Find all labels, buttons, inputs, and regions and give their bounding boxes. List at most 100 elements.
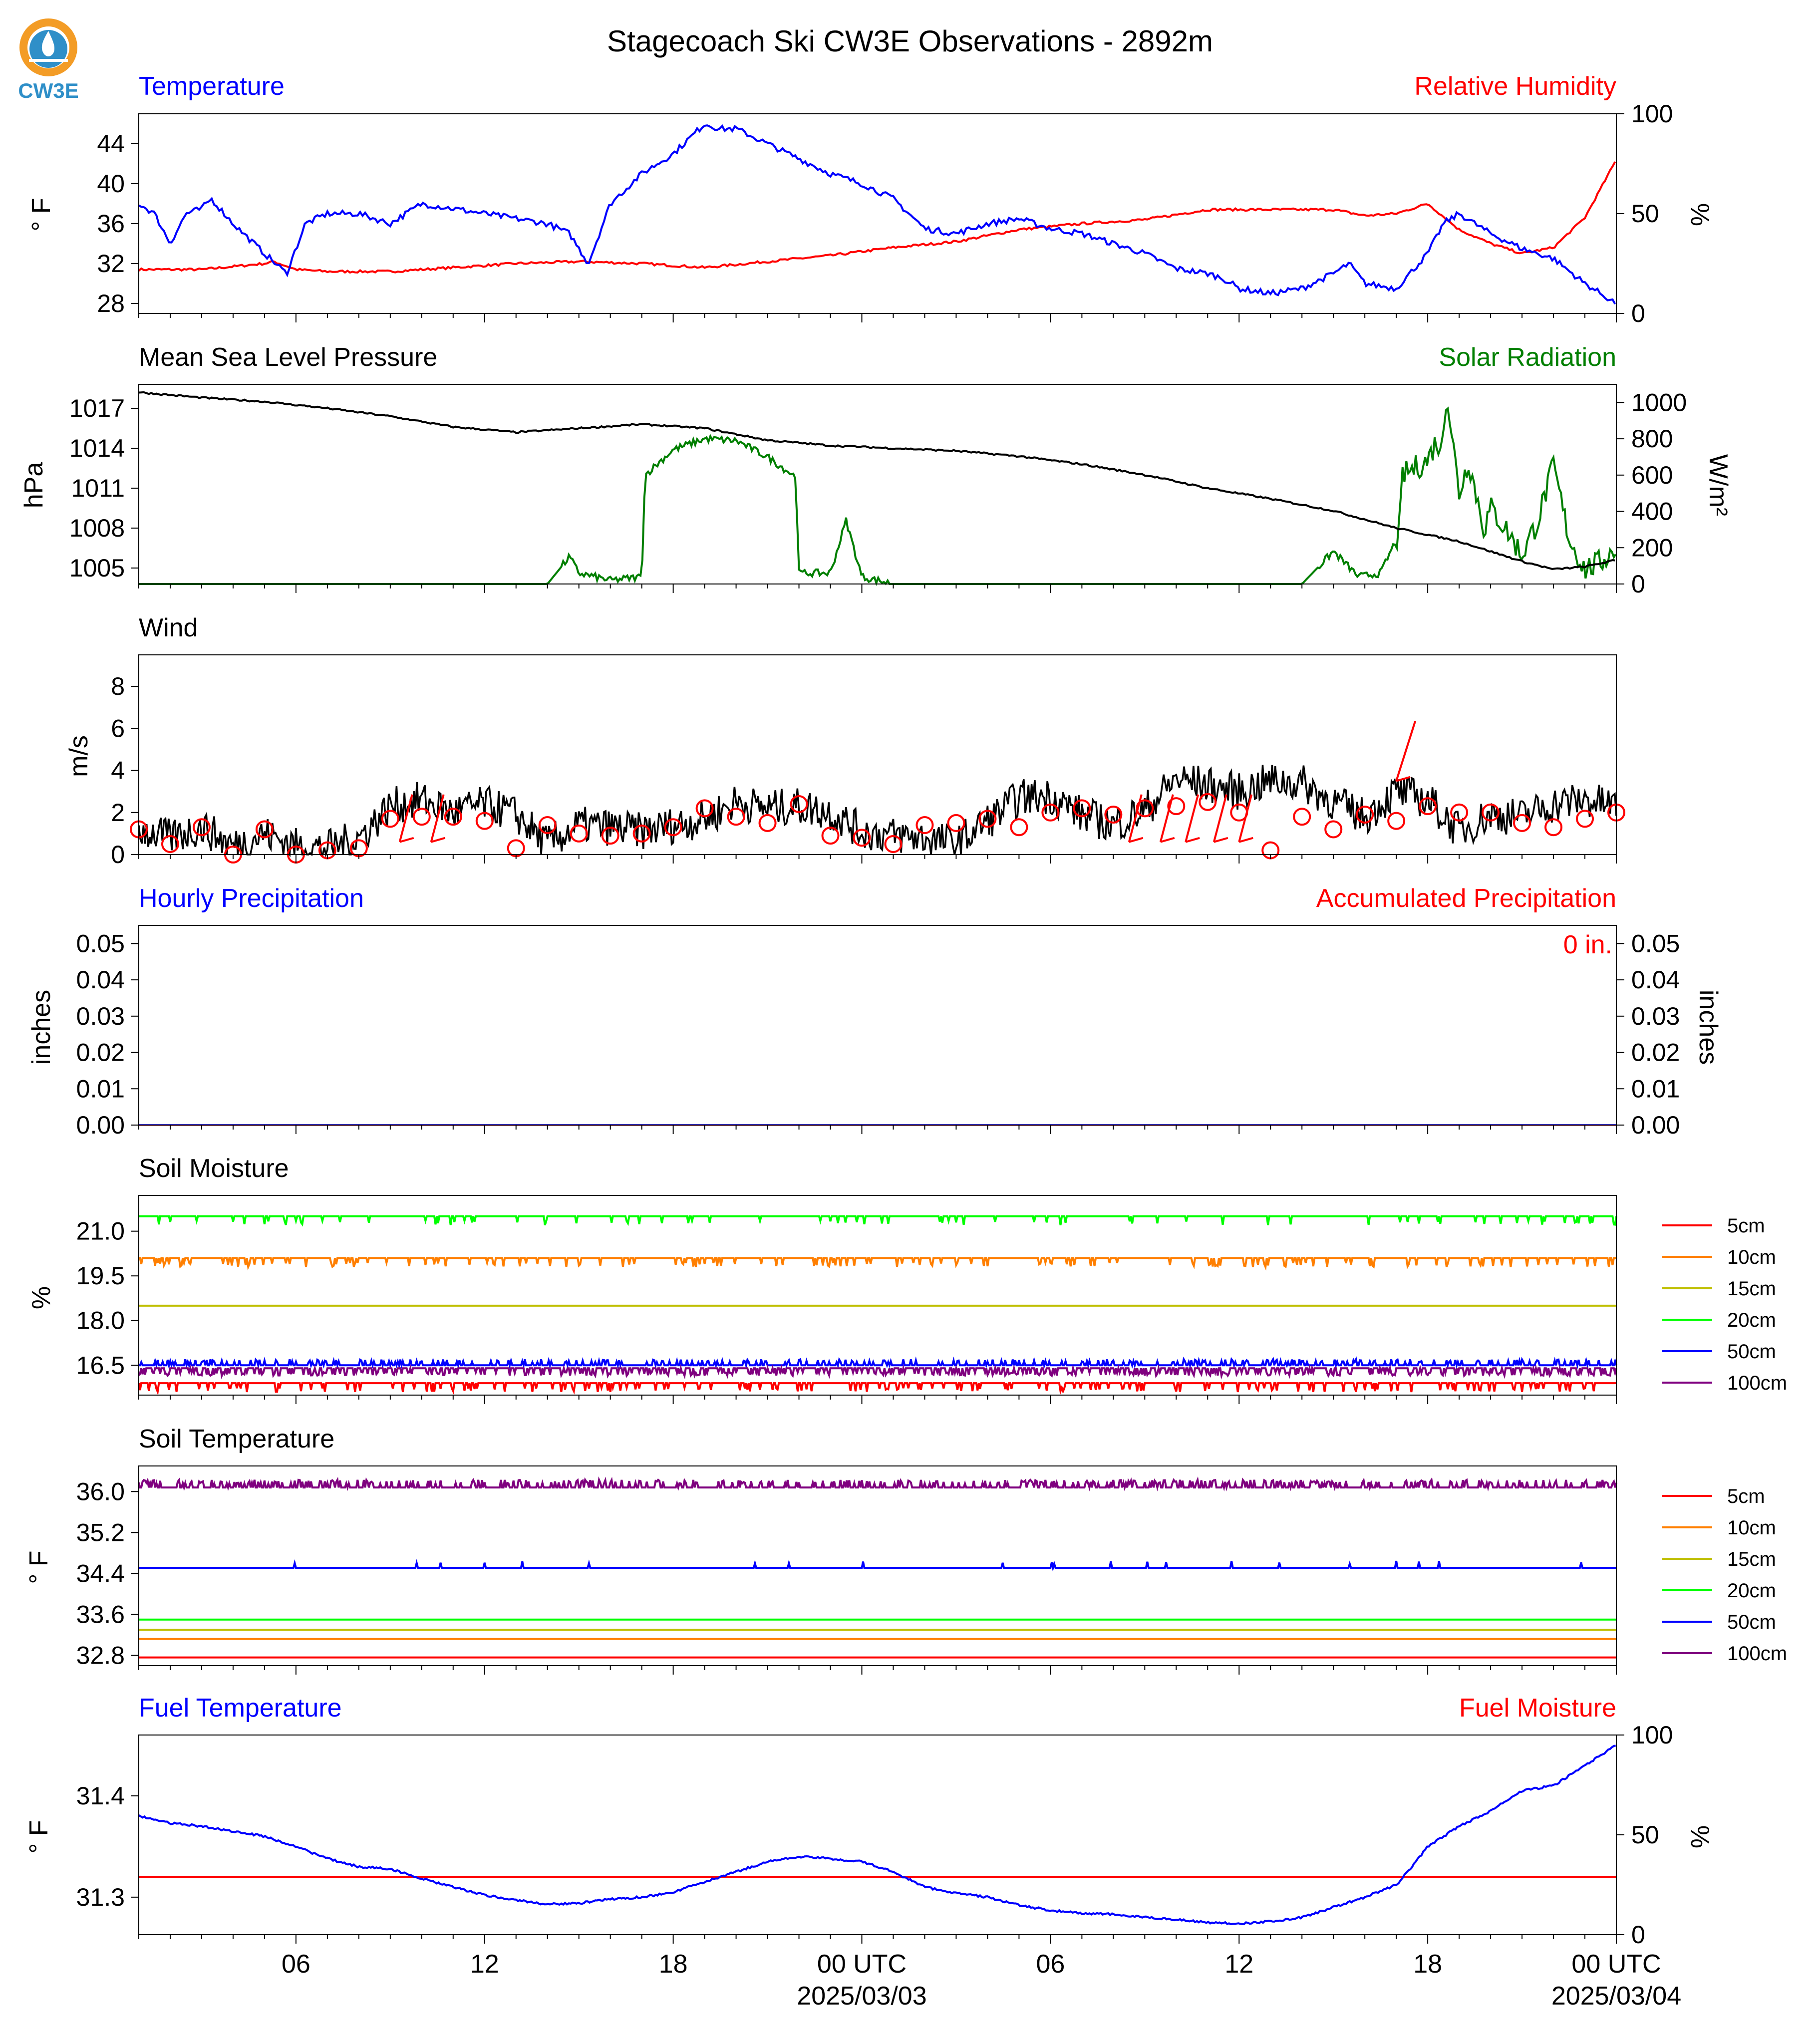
wind-barb-flag (1213, 837, 1228, 843)
wind-marker (632, 824, 651, 843)
wind-marker (1576, 810, 1594, 828)
soil-moisture-title: Soil Moisture (139, 1154, 289, 1183)
wind-marker (853, 829, 871, 847)
soil-moisture-legend-label: 100cm (1727, 1372, 1787, 1394)
soil-temp-legend-label: 50cm (1727, 1611, 1776, 1633)
fuel-moisture-title: Fuel Moisture (1459, 1694, 1616, 1723)
relative-humidity-title: Relative Humidity (1414, 72, 1616, 101)
pressure-y-tick-label: 1011 (71, 474, 125, 502)
soil-temp-100cm-line (138, 1476, 1617, 1492)
wind-marker (444, 808, 462, 826)
soil-moisture-panel-frame (138, 1195, 1617, 1396)
soil-temp-legend-label: 15cm (1727, 1548, 1776, 1570)
logo-wave-icon (29, 59, 68, 62)
wind-marker (884, 835, 903, 853)
rh-unit-label: % (1685, 203, 1714, 226)
soil-moisture-y-tick-label: 19.5 (76, 1262, 125, 1290)
wind-marker (978, 810, 997, 828)
wind-marker (1419, 797, 1437, 816)
soil-moisture-100cm-line (138, 1364, 1617, 1380)
wind-marker (161, 835, 179, 853)
accum-precip-title: Accumulated Precipitation (1316, 884, 1616, 913)
precip-y-tick-label: 0.01 (76, 1075, 125, 1103)
temp-y-tick-label: 36 (97, 210, 125, 238)
fuel-temp-unit-label: ° F (24, 1820, 53, 1853)
wind-barb (1238, 794, 1253, 843)
wind-barb-flag (1185, 837, 1200, 843)
wind-marker (192, 818, 211, 837)
soil-temp-unit-label: ° F (24, 1550, 53, 1584)
wind-marker (1450, 803, 1469, 822)
soil-moisture-y-tick-label: 18.0 (76, 1307, 125, 1335)
solar-y2-tick-label: 200 (1631, 534, 1673, 562)
cw3e-logo: CW3E (18, 18, 79, 102)
soil-moisture-legend-label: 50cm (1727, 1341, 1776, 1363)
soil-temp-legend-label: 20cm (1727, 1580, 1776, 1602)
x-tick-label: 18 (659, 1950, 688, 1979)
pressure-line (138, 391, 1615, 571)
wind-barb (398, 794, 413, 843)
wind-marker (947, 814, 965, 832)
solar-y2-tick-label: 400 (1631, 498, 1673, 526)
x-tick-label: 18 (1413, 1950, 1442, 1979)
temperature-line (138, 124, 1616, 304)
accum-y2-tick-label: 0.02 (1631, 1039, 1680, 1067)
precip-unit-label: inches (27, 990, 56, 1065)
soil-temp-50cm-line (139, 1559, 1616, 1572)
x-date-label: 2025/03/04 (1551, 1982, 1681, 2011)
wind-marker (538, 816, 557, 835)
soil-temp-y-tick-label: 33.6 (76, 1600, 125, 1628)
soil-temp-y-tick-label: 35.2 (76, 1518, 125, 1546)
pressure-y-tick-label: 1014 (69, 434, 125, 462)
wind-marker (570, 824, 588, 843)
logo-drop-icon (41, 31, 55, 56)
temperature-title: Temperature (139, 72, 285, 101)
wind-marker (1513, 814, 1531, 832)
wind-marker (1387, 812, 1406, 830)
soil-moisture-50cm-line (139, 1356, 1617, 1370)
wind-y-tick-label: 8 (111, 672, 125, 700)
solar-radiation-title: Solar Radiation (1439, 343, 1616, 372)
wind-marker (601, 827, 619, 845)
accum-y2-tick-label: 0.01 (1631, 1075, 1680, 1103)
rh-y2-tick-label: 50 (1631, 200, 1659, 228)
wind-marker (915, 816, 934, 835)
solar-y2-tick-label: 800 (1631, 425, 1673, 453)
x-date-label: 2025/03/03 (797, 1982, 926, 2011)
soil-moisture-y-tick-label: 16.5 (76, 1351, 125, 1379)
chart-content: 2832364044050100100510081011101410170200… (69, 100, 1787, 2011)
soil-temp-legend-label: 5cm (1727, 1485, 1765, 1507)
pressure-panel-frame (138, 384, 1617, 584)
soil-moisture-unit-label: % (27, 1286, 56, 1309)
wind-marker (1482, 803, 1500, 822)
precip-y-tick-label: 0.02 (76, 1039, 125, 1067)
pressure-y-tick-label: 1008 (69, 514, 125, 542)
wind-barb-flag (399, 837, 414, 843)
soil-temp-legend-label: 10cm (1727, 1517, 1776, 1539)
soil-moisture-5cm-line (138, 1382, 1616, 1396)
fuel-moisture-y2-tick-label: 50 (1631, 1821, 1659, 1849)
figure-title: Stagecoach Ski CW3E Observations - 2892m (607, 24, 1213, 58)
wind-y-tick-label: 2 (111, 799, 125, 827)
wind-marker (1073, 799, 1091, 818)
temp-y-tick-label: 32 (97, 250, 125, 278)
soil-moisture-20cm-line (139, 1215, 1617, 1227)
x-tick-label: 12 (470, 1950, 499, 1979)
x-tick-label: 12 (1224, 1950, 1253, 1979)
fuel-temperature-line (138, 1744, 1616, 1926)
hourly-precip-title: Hourly Precipitation (139, 884, 364, 913)
temp-unit-label: ° F (27, 198, 56, 231)
accum-y2-tick-label: 0.05 (1631, 929, 1680, 957)
soil-temp-y-tick-label: 34.4 (76, 1559, 125, 1587)
x-tick-label: 00 UTC (817, 1950, 907, 1979)
wind-y-tick-label: 4 (111, 757, 125, 785)
solar-unit-label: W/m² (1704, 454, 1733, 516)
wind-barb-flag (1238, 837, 1253, 843)
wind-unit-label: m/s (64, 735, 93, 777)
wind-barb (1213, 794, 1227, 843)
wind-barb-flag (1129, 837, 1144, 843)
wind-marker (381, 810, 399, 828)
pressure-unit-label: hPa (19, 462, 48, 509)
wind-barb-flag (1160, 837, 1175, 843)
